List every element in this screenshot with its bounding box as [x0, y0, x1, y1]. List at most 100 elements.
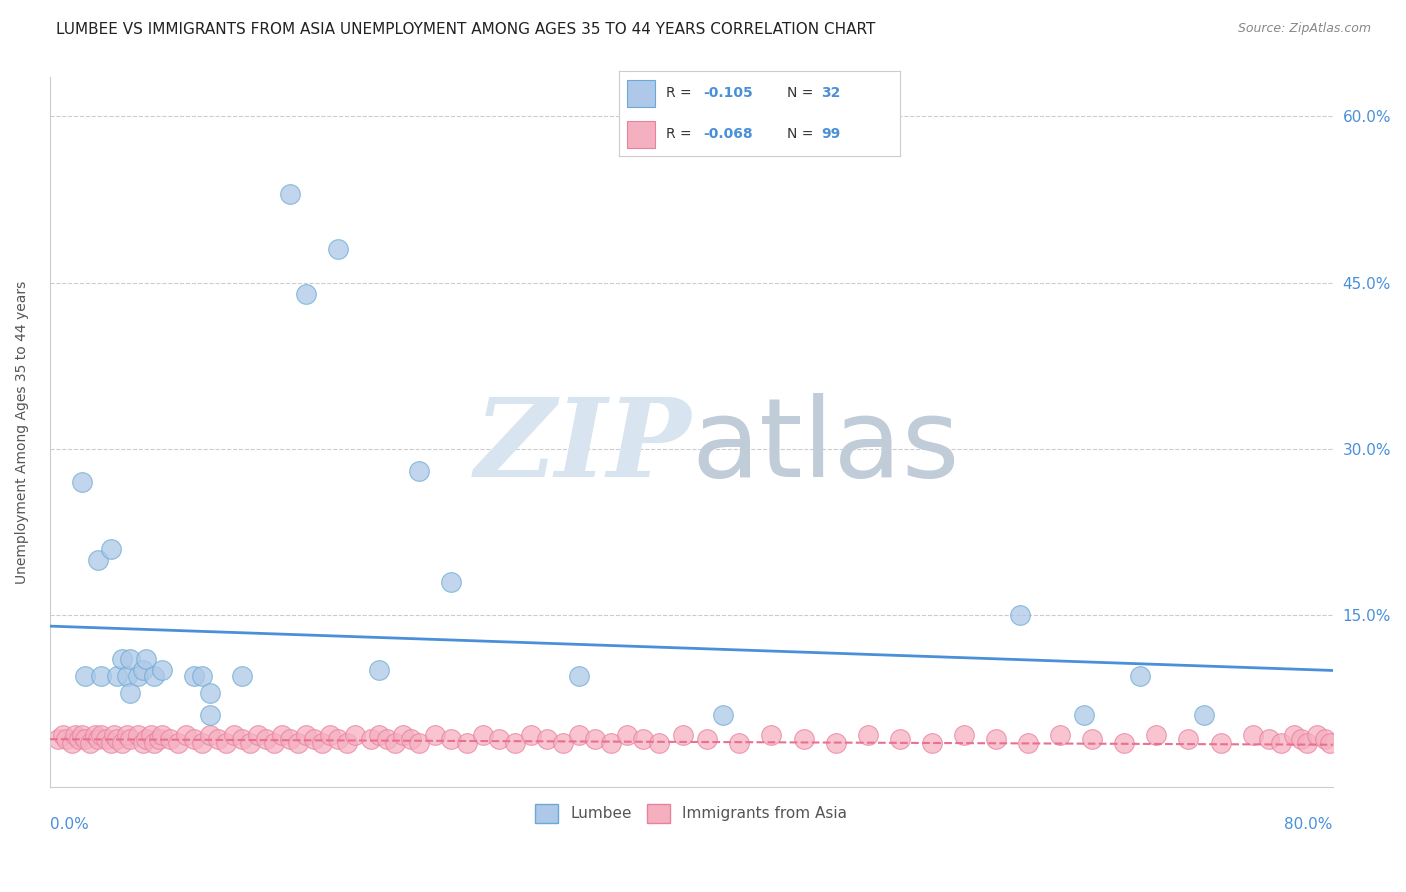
FancyBboxPatch shape: [627, 120, 655, 147]
Point: [67, 732, 90, 747]
Point: [384, 735, 406, 749]
Text: 80.0%: 80.0%: [1285, 817, 1333, 832]
Point: [55, 732, 77, 747]
Point: [672, 728, 695, 742]
Point: [167, 735, 190, 749]
Point: [174, 728, 197, 742]
Point: [231, 732, 253, 747]
Point: [711, 707, 734, 722]
Text: Source: ZipAtlas.com: Source: ZipAtlas.com: [1237, 22, 1371, 36]
Text: N =: N =: [787, 87, 818, 101]
Point: [111, 735, 134, 749]
Point: [118, 652, 141, 666]
Point: [75, 732, 97, 747]
Point: [295, 286, 318, 301]
Point: [304, 732, 326, 747]
Point: [271, 728, 294, 742]
Point: [423, 728, 446, 742]
Point: [471, 728, 494, 742]
Point: [631, 732, 654, 747]
Point: [343, 728, 366, 742]
Point: [1306, 728, 1329, 742]
Point: [191, 669, 214, 683]
Point: [79, 735, 101, 749]
Point: [118, 685, 141, 699]
Point: [70, 728, 93, 742]
Text: 0.0%: 0.0%: [49, 817, 89, 832]
Point: [1073, 707, 1095, 722]
Point: [793, 732, 815, 747]
Point: [65, 728, 87, 742]
Point: [367, 664, 389, 678]
Point: [824, 735, 846, 749]
Point: [135, 732, 157, 747]
Point: [319, 728, 342, 742]
Point: [728, 735, 751, 749]
Point: [856, 728, 879, 742]
Point: [115, 669, 138, 683]
Point: [87, 552, 110, 566]
Text: LUMBEE VS IMMIGRANTS FROM ASIA UNEMPLOYMENT AMONG AGES 35 TO 44 YEARS CORRELATIO: LUMBEE VS IMMIGRANTS FROM ASIA UNEMPLOYM…: [56, 22, 876, 37]
Point: [1114, 735, 1136, 749]
Point: [52, 728, 75, 742]
Point: [100, 541, 122, 556]
Point: [287, 735, 309, 749]
Point: [696, 732, 718, 747]
Point: [311, 735, 333, 749]
Text: 32: 32: [821, 87, 841, 101]
Y-axis label: Unemployment Among Ages 35 to 44 years: Unemployment Among Ages 35 to 44 years: [15, 280, 30, 583]
Point: [103, 728, 125, 742]
Point: [1049, 728, 1071, 742]
Point: [648, 735, 671, 749]
Point: [328, 732, 350, 747]
Text: -0.105: -0.105: [703, 87, 752, 101]
Point: [150, 728, 173, 742]
Text: atlas: atlas: [692, 392, 960, 500]
Text: N =: N =: [787, 127, 818, 141]
Point: [360, 732, 382, 747]
Point: [408, 464, 430, 478]
Point: [224, 728, 246, 742]
Point: [295, 728, 318, 742]
Point: [94, 732, 117, 747]
Point: [200, 728, 222, 742]
Point: [399, 732, 422, 747]
Point: [367, 728, 389, 742]
Point: [583, 732, 606, 747]
Point: [87, 732, 110, 747]
Point: [115, 728, 138, 742]
Point: [1296, 735, 1319, 749]
Point: [536, 732, 558, 747]
Point: [105, 732, 128, 747]
Point: [600, 735, 623, 749]
Point: [215, 735, 238, 749]
Point: [616, 728, 638, 742]
Point: [984, 732, 1007, 747]
Point: [159, 732, 181, 747]
Point: [70, 475, 93, 489]
Point: [183, 732, 205, 747]
Point: [239, 735, 262, 749]
Point: [247, 728, 270, 742]
Point: [761, 728, 783, 742]
Point: [183, 669, 205, 683]
Point: [1010, 608, 1032, 623]
Point: [200, 707, 222, 722]
Text: R =: R =: [666, 87, 696, 101]
Point: [75, 669, 97, 683]
Point: [148, 732, 170, 747]
Point: [568, 669, 591, 683]
Point: [440, 732, 463, 747]
Point: [207, 732, 229, 747]
Point: [1241, 728, 1264, 742]
Point: [111, 652, 134, 666]
Text: -0.068: -0.068: [703, 127, 752, 141]
Point: [551, 735, 574, 749]
Point: [280, 732, 302, 747]
Point: [200, 685, 222, 699]
Point: [1129, 669, 1152, 683]
Point: [503, 735, 526, 749]
Point: [280, 186, 302, 201]
Text: R =: R =: [666, 127, 696, 141]
Point: [135, 652, 157, 666]
